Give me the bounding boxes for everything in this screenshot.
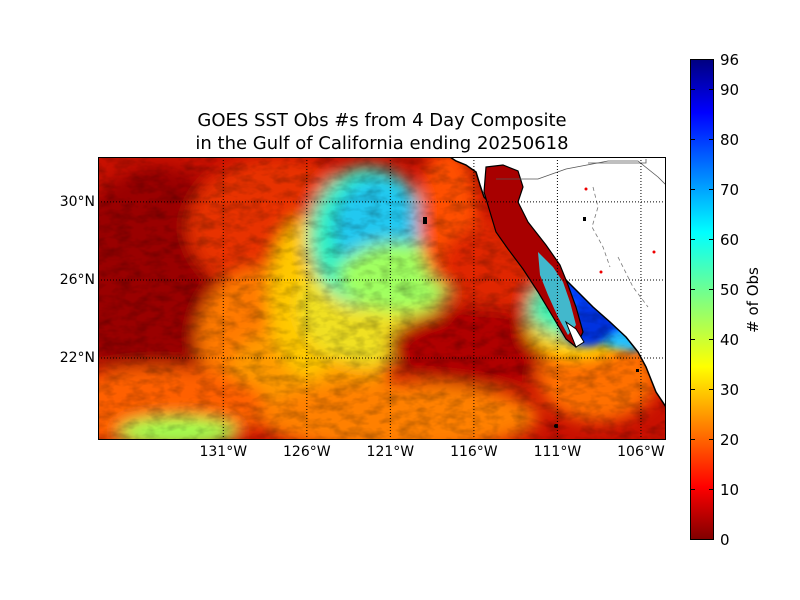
colorbar-tick-label: 30 xyxy=(720,380,740,399)
colorbar-tick-label: 70 xyxy=(720,180,740,199)
colorbar-tick-label: 80 xyxy=(720,130,740,149)
plot-title-line-2: in the Gulf of California ending 2025061… xyxy=(195,133,569,154)
lat-tick-label: 30°N xyxy=(59,193,95,210)
lat-tick-label: 26°N xyxy=(59,271,95,288)
sst-map xyxy=(98,157,666,440)
colorbar-tick-label: 90 xyxy=(720,80,740,99)
colorbar-tick-label: 10 xyxy=(720,480,740,499)
colorbar-tick-label: 0 xyxy=(720,530,730,549)
lon-tick-label: 121°W xyxy=(366,444,415,460)
lon-tick-label: 126°W xyxy=(283,444,331,460)
map-border xyxy=(98,157,666,440)
colorbar xyxy=(690,59,714,540)
lon-tick-label: 131°W xyxy=(199,444,248,460)
colorbar-tick-label: 60 xyxy=(720,230,740,249)
colorbar-tick-label: 20 xyxy=(720,430,740,449)
map-gridlines xyxy=(98,157,666,440)
colorbar-tick-label: 40 xyxy=(720,330,740,349)
lon-tick-label: 106°W xyxy=(617,444,665,460)
land-mask xyxy=(423,157,666,428)
colorbar-tick-label: 50 xyxy=(720,280,740,299)
lon-tick-label: 116°W xyxy=(450,444,498,460)
colorbar-label: # of Obs xyxy=(744,267,762,333)
plot-title-line-1: GOES SST Obs #s from 4 Day Composite xyxy=(197,110,567,131)
lat-tick-label: 22°N xyxy=(59,350,95,367)
colorbar-tick-label: 96 xyxy=(720,50,740,69)
lon-tick-label: 111°W xyxy=(533,444,582,460)
